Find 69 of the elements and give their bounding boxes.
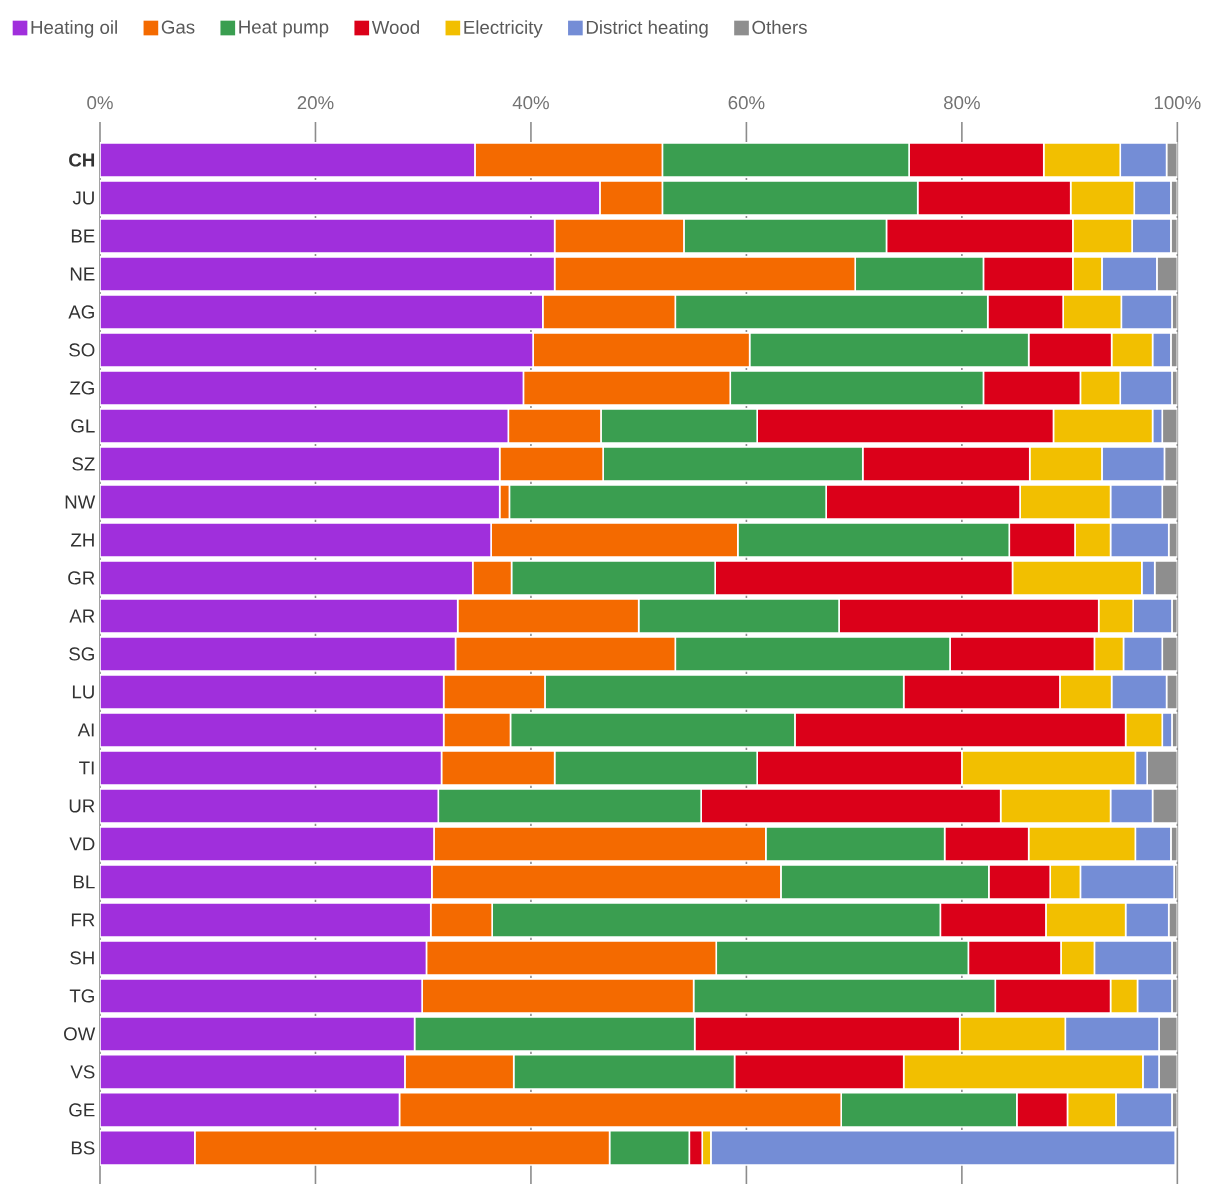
y-tick-label: ZG [69,381,94,395]
y-tick-label: AR [69,609,95,623]
y-tick-label: AG [68,305,94,319]
legend-label: Heating oil [31,20,117,38]
bar [100,978,423,1014]
y-tick-label: GL [71,419,95,433]
bar [100,370,525,406]
x-tick-label: 20% [297,96,334,110]
x-tick-label: 60% [728,96,765,110]
y-tick-label: GR [68,571,95,585]
y-tick-label: CH [69,153,95,167]
y-tick-label: SG [69,647,94,661]
bar [100,484,501,520]
y-tick-label: NW [65,495,96,509]
bar [100,1054,406,1090]
y-tick-label: UR [69,799,95,813]
y-tick-label: LU [72,685,94,699]
bar [100,332,534,368]
bar [100,864,433,900]
y-tick-label: VS [70,1065,95,1079]
bar [100,674,445,710]
y-tick-label: SO [69,343,95,357]
y-tick-label: FR [71,913,95,927]
y-tick-label: GE [69,1103,95,1117]
bar [1151,788,1178,824]
bar [100,294,544,330]
y-tick-label: OW [64,1027,96,1041]
y-tick-label: BE [71,229,95,243]
bar [100,788,440,824]
y-tick-label: SH [70,951,94,965]
bar [100,522,492,558]
y-tick-label: TG [69,989,94,1003]
bar [100,408,510,444]
legend-label: Electricity [464,20,543,38]
bar [100,560,474,596]
bar [100,256,556,292]
legend-label: Heat pump [239,20,329,38]
y-tick-label: VD [69,837,95,851]
x-tick-label: 0% [87,96,113,110]
bar [100,1092,401,1128]
y-tick-label: SZ [72,457,95,471]
y-tick-label: AI [77,723,94,737]
y-tick-label: ZH [70,533,94,547]
bar [100,598,459,634]
x-tick-label: 100% [1154,96,1201,110]
bar [100,826,435,862]
bar [100,636,457,672]
y-tick-label: JU [72,191,94,205]
bar [100,712,445,748]
bar [100,180,601,216]
y-tick-label: BL [73,875,95,889]
bar [100,940,428,976]
bar [100,1016,416,1052]
legend-label: Wood [371,20,419,34]
bar [100,1130,196,1166]
x-tick-label: 40% [512,96,549,110]
bar [100,750,443,786]
legend-label: Gas [161,20,195,34]
bar [100,446,501,482]
bar [1146,750,1178,786]
y-tick-label: BS [71,1141,95,1155]
legend-label: Others [752,20,807,34]
legend-label: District heating [586,20,708,38]
x-tick-label: 80% [944,96,980,110]
bar [100,142,476,178]
y-tick-label: TI [79,761,94,775]
y-tick-label: NE [70,267,95,281]
bar [100,218,556,254]
bar [100,902,432,938]
